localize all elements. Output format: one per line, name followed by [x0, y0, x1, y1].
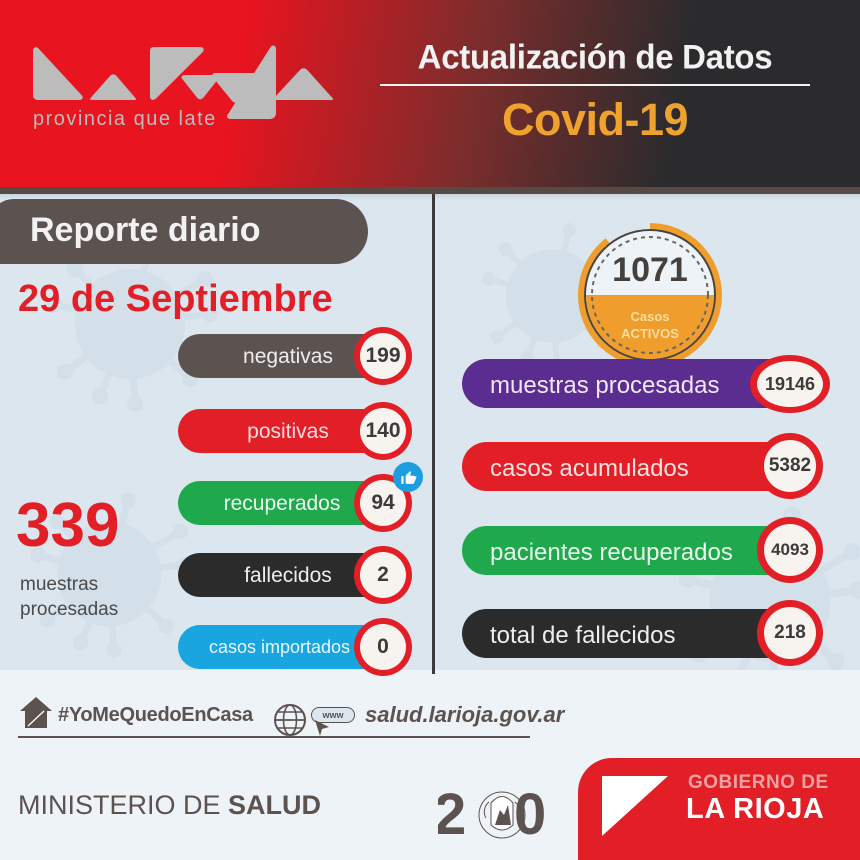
svg-text:0: 0	[514, 782, 546, 846]
svg-text:2: 2	[438, 782, 466, 846]
